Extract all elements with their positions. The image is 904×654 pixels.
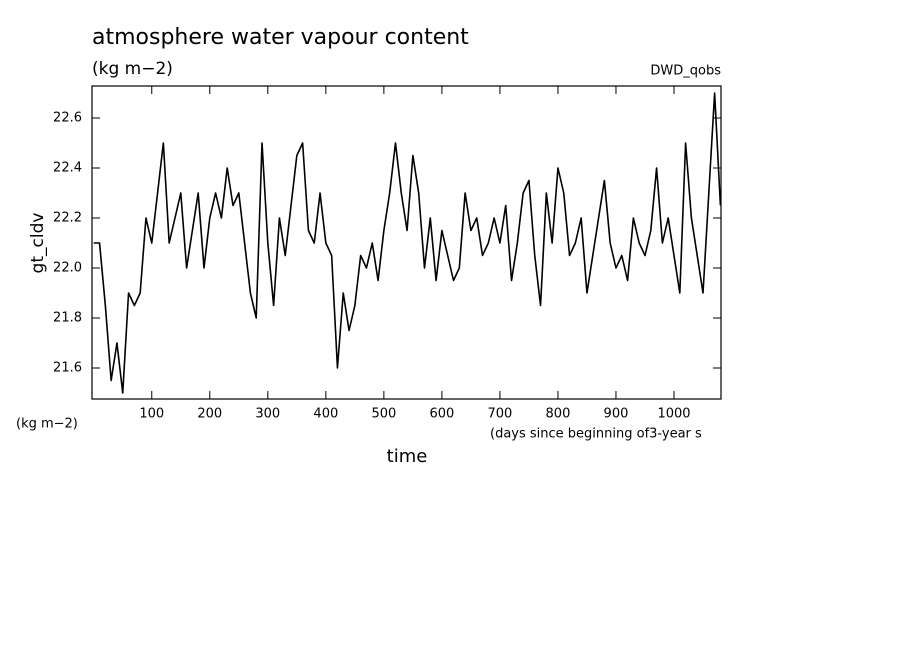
y-tick-label: 21.8: [53, 311, 82, 326]
x-tick-label: 700: [488, 407, 513, 422]
x-tick-label: 600: [429, 407, 454, 422]
x-tick-label: 400: [313, 407, 338, 422]
x-tick-label: 200: [197, 407, 222, 422]
x-axis-label: time: [387, 446, 428, 467]
y-tick-label: 22.4: [53, 161, 82, 176]
chart-title: atmosphere water vapour content: [92, 25, 469, 50]
x-tick-label: 300: [255, 407, 280, 422]
y-tick-label: 22.6: [53, 111, 82, 126]
y-unit: (kg m−2): [16, 417, 78, 432]
chart-subtitle: (kg m−2): [92, 59, 173, 79]
x-unit: (days since beginning of3-year s: [490, 427, 702, 442]
x-tick-label: 100: [139, 407, 164, 422]
y-tick-label: 22.2: [53, 211, 82, 226]
y-tick-label: 21.6: [53, 361, 82, 376]
x-tick-label: 500: [371, 407, 396, 422]
y-axis-label: gt_cldv: [28, 213, 48, 274]
plot-frame: [91, 85, 722, 400]
source-label: DWD_qobs: [650, 64, 721, 79]
x-tick-label: 900: [604, 407, 629, 422]
x-tick-label: 1000: [657, 407, 690, 422]
data-line: [93, 92, 722, 394]
x-tick-label: 800: [546, 407, 571, 422]
y-tick-label: 22.0: [53, 261, 82, 276]
